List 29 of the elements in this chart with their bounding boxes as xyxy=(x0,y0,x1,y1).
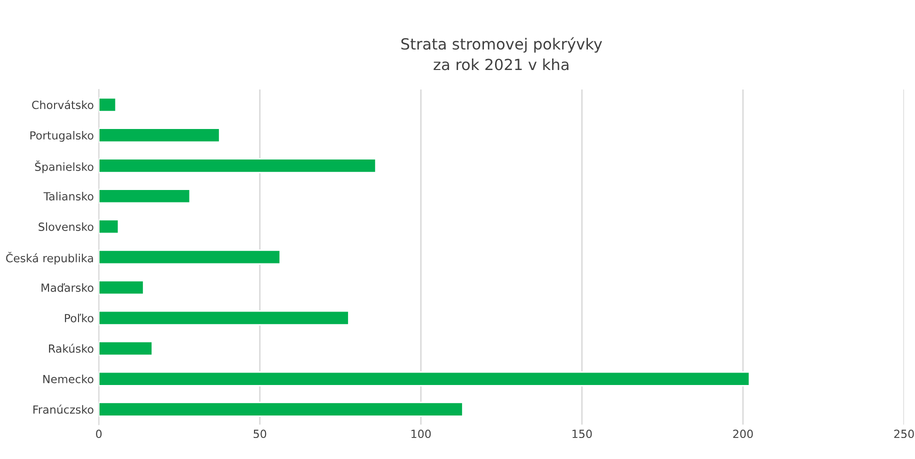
y-tick-label: Nemecko xyxy=(43,374,94,384)
chart-title: Strata stromovej pokrývky za rok 2021 v kha xyxy=(401,37,602,70)
y-tick-label: Franúczsko xyxy=(33,404,94,414)
y-tick-label: Taliansko xyxy=(44,192,94,200)
bar xyxy=(98,188,191,204)
bar xyxy=(98,158,377,174)
y-tick-label: Chorvátsko xyxy=(32,100,94,110)
y-tick-label: Rakúsko xyxy=(49,344,94,353)
y-tick-label: Poľko xyxy=(64,314,94,322)
bar xyxy=(98,310,350,326)
bar xyxy=(98,128,220,143)
bar xyxy=(98,402,464,417)
x-tick-label: 250 xyxy=(894,430,914,438)
x-tick-label: 100 xyxy=(412,430,431,438)
x-tick-label: 50 xyxy=(254,430,266,438)
x-tick-label: 0 xyxy=(96,430,102,438)
bar xyxy=(98,97,117,112)
bar xyxy=(98,219,120,234)
bar xyxy=(98,371,750,386)
bar xyxy=(98,249,281,265)
y-tick-label: Portugalsko xyxy=(30,130,94,142)
y-tick-label: Maďarsko xyxy=(42,283,94,292)
y-tick-label: Španielsko xyxy=(35,160,94,174)
bar xyxy=(98,280,144,296)
y-tick-label: Česká republika xyxy=(6,252,93,264)
x-tick-label: 200 xyxy=(733,430,753,438)
x-tick-label: 150 xyxy=(572,430,592,438)
y-tick-label: Slovensko xyxy=(38,222,94,231)
bar xyxy=(98,340,153,356)
